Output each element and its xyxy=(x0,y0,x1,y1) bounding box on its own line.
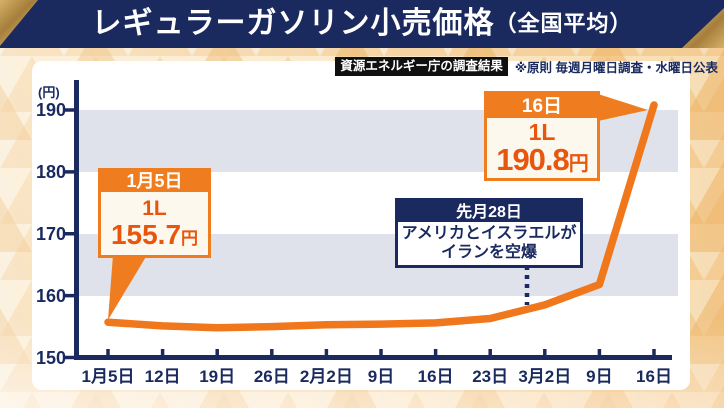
callout-first-price: 1月5日 1L 155.7円 xyxy=(98,168,211,258)
yen-suffix: 円 xyxy=(181,228,199,248)
x-tick-label: 16日 xyxy=(417,367,454,386)
y-tick-label: 150 xyxy=(35,347,66,368)
callout-first-date: 1月5日 xyxy=(98,168,211,192)
x-tick-label: 3月2日 xyxy=(518,367,572,386)
callout-event-body: アメリカとイスラエルが イランを空爆 xyxy=(395,222,583,268)
callout-peak-date: 16日 xyxy=(484,91,600,118)
y-tick-label: 180 xyxy=(35,161,66,182)
callout-event-date: 先月28日 xyxy=(395,198,583,222)
callout-event: 先月28日 アメリカとイスラエルが イランを空爆 xyxy=(395,198,583,268)
y-axis-unit-label: (円) xyxy=(38,85,60,100)
callout-peak-body: 1L 190.8円 xyxy=(484,118,600,181)
source-badge: 資源エネルギー庁の調査結果 xyxy=(335,57,508,76)
y-tick-label: 160 xyxy=(35,285,66,306)
y-tick-label: 190 xyxy=(35,100,66,120)
callout-first-volume: 1L xyxy=(142,196,167,220)
page-title-sub: （全国平均） xyxy=(494,11,633,36)
callout-peak-volume: 1L xyxy=(528,118,556,145)
x-tick-label: 16日 xyxy=(636,367,672,386)
x-tick-label: 19日 xyxy=(199,367,236,386)
yen-suffix: 円 xyxy=(568,152,589,175)
title-banner: レギュラーガソリン小売価格 （全国平均） xyxy=(0,0,724,48)
y-tick-label: 170 xyxy=(35,223,66,244)
callout-event-line1: アメリカとイスラエルが xyxy=(401,225,577,242)
x-tick-label: 2月2日 xyxy=(299,367,353,386)
survey-note: ※原則 毎週月曜日調査・水曜日公表 xyxy=(514,61,718,75)
x-tick-label: 9日 xyxy=(367,367,395,386)
callout-event-line2: イランを空爆 xyxy=(440,244,537,261)
x-tick-label: 9日 xyxy=(586,367,613,386)
x-tick-label: 26日 xyxy=(253,367,290,386)
callout-peak-price: 16日 1L 190.8円 xyxy=(484,91,600,181)
source-note-row: 資源エネルギー庁の調査結果 ※原則 毎週月曜日調査・水曜日公表 xyxy=(335,57,718,76)
page-title: レギュラーガソリン小売価格 （全国平均） xyxy=(91,9,632,39)
x-tick-label: 23日 xyxy=(472,367,509,386)
x-tick-label: 1月5日 xyxy=(81,367,135,386)
callout-first-price-value: 155.7円 xyxy=(110,218,199,250)
callout-peak-price-value: 190.8円 xyxy=(496,141,589,177)
page-title-main: レギュラーガソリン小売価格 xyxy=(91,7,495,40)
callout-first-body: 1L 155.7円 xyxy=(98,192,211,258)
x-tick-label: 12日 xyxy=(144,367,181,386)
